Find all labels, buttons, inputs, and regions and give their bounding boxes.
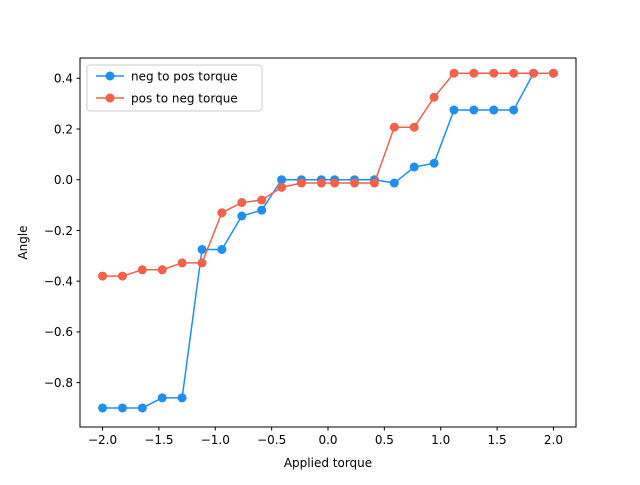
- legend-label-pos-to-neg: pos to neg torque: [131, 92, 238, 106]
- legend-marker-neg-to-pos: [105, 71, 115, 81]
- data-point-pos-to-neg-torque: [98, 271, 108, 281]
- x-tick-label: −1.0: [201, 433, 230, 447]
- y-tick-label: −0.4: [44, 274, 73, 288]
- data-point-pos-to-neg-torque: [429, 92, 439, 102]
- data-point-neg-to-pos-torque: [197, 244, 207, 254]
- data-point-pos-to-neg-torque: [389, 122, 399, 132]
- data-point-pos-to-neg-torque: [177, 258, 187, 268]
- data-point-neg-to-pos-torque: [137, 403, 147, 413]
- data-point-neg-to-pos-torque: [177, 393, 187, 403]
- y-tick-label: −0.8: [44, 376, 73, 390]
- data-point-pos-to-neg-torque: [509, 68, 519, 78]
- data-point-pos-to-neg-torque: [449, 68, 459, 78]
- data-point-pos-to-neg-torque: [409, 122, 419, 132]
- x-tick-label: 1.5: [488, 433, 507, 447]
- data-point-pos-to-neg-torque: [369, 178, 379, 188]
- data-point-pos-to-neg-torque: [257, 195, 267, 205]
- y-tick-label: 0.0: [54, 173, 73, 187]
- data-point-pos-to-neg-torque: [469, 68, 479, 78]
- legend: neg to pos torque pos to neg torque: [86, 64, 263, 112]
- data-point-pos-to-neg-torque: [529, 68, 539, 78]
- data-point-neg-to-pos-torque: [449, 105, 459, 115]
- x-tick-label: −0.5: [257, 433, 286, 447]
- data-point-pos-to-neg-torque: [350, 178, 360, 188]
- x-tick-label: 1.0: [431, 433, 450, 447]
- data-point-neg-to-pos-torque: [257, 205, 267, 215]
- data-point-neg-to-pos-torque: [157, 393, 167, 403]
- data-point-neg-to-pos-torque: [217, 244, 227, 254]
- data-point-pos-to-neg-torque: [137, 265, 147, 275]
- legend-box: [86, 64, 263, 112]
- data-point-pos-to-neg-torque: [330, 178, 340, 188]
- data-point-pos-to-neg-torque: [296, 178, 306, 188]
- data-point-pos-to-neg-torque: [548, 68, 558, 78]
- data-point-pos-to-neg-torque: [316, 178, 326, 188]
- y-tick-label: 0.2: [54, 122, 73, 136]
- data-point-pos-to-neg-torque: [237, 198, 247, 208]
- y-axis-label: Angle: [16, 225, 30, 259]
- data-point-neg-to-pos-torque: [429, 158, 439, 168]
- data-point-neg-to-pos-torque: [277, 175, 287, 185]
- data-point-pos-to-neg-torque: [277, 182, 287, 192]
- y-tick-label: 0.4: [54, 72, 73, 86]
- x-tick-label: −2.0: [88, 433, 117, 447]
- data-point-pos-to-neg-torque: [217, 208, 227, 218]
- ticks: −2.0 −1.5 −1.0 −0.5 0.0 0.5 1.0 1.5 2.0 −0.8 −0.6 −…: [44, 72, 563, 447]
- data-point-neg-to-pos-torque: [409, 162, 419, 172]
- data-point-pos-to-neg-torque: [197, 258, 207, 268]
- legend-marker-pos-to-neg: [105, 93, 115, 103]
- data-point-neg-to-pos-torque: [489, 105, 499, 115]
- y-tick-label: −0.6: [44, 325, 73, 339]
- data-point-pos-to-neg-torque: [489, 68, 499, 78]
- x-tick-label: 2.0: [544, 433, 563, 447]
- legend-label-neg-to-pos: neg to pos torque: [131, 70, 238, 84]
- x-tick-label: 0.5: [375, 433, 394, 447]
- data-point-neg-to-pos-torque: [98, 403, 108, 413]
- data-point-pos-to-neg-torque: [117, 271, 127, 281]
- data-point-neg-to-pos-torque: [389, 178, 399, 188]
- data-point-pos-to-neg-torque: [157, 265, 167, 275]
- y-tick-label: −0.2: [44, 224, 73, 238]
- data-point-neg-to-pos-torque: [469, 105, 479, 115]
- plot-area: [98, 68, 558, 413]
- data-point-neg-to-pos-torque: [237, 211, 247, 221]
- data-point-neg-to-pos-torque: [509, 105, 519, 115]
- x-tick-label: −1.5: [144, 433, 173, 447]
- x-axis-label: Applied torque: [284, 456, 372, 470]
- data-point-neg-to-pos-torque: [117, 403, 127, 413]
- x-tick-label: 0.0: [318, 433, 337, 447]
